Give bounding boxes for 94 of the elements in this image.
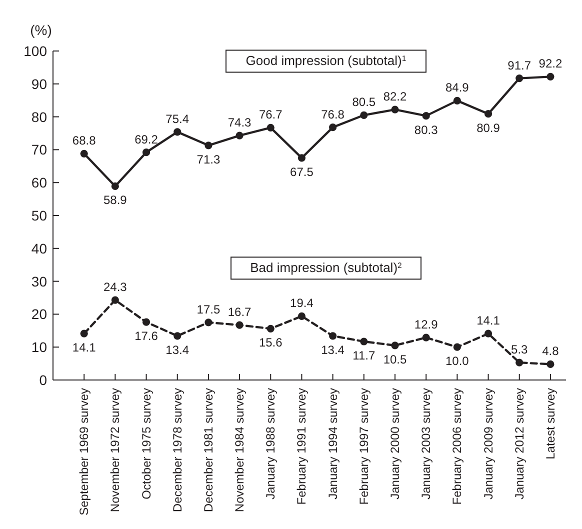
y-tick-label: 30 xyxy=(31,273,48,290)
point xyxy=(80,330,88,338)
data-label: 14.1 xyxy=(476,314,500,328)
data-label: 80.3 xyxy=(414,122,438,137)
point xyxy=(266,324,274,332)
point xyxy=(546,360,554,368)
point xyxy=(142,148,150,156)
point xyxy=(80,150,88,158)
y-tick-label: 70 xyxy=(31,142,48,158)
point xyxy=(422,334,430,342)
data-label: 71.3 xyxy=(196,152,220,166)
text: Good impression (subtotal)$^{1}$ xyxy=(246,53,406,68)
data-label: 13.4 xyxy=(321,342,345,357)
x-tick-label: February 1991 survey xyxy=(294,388,309,505)
point xyxy=(453,343,461,351)
point xyxy=(391,342,399,350)
x-tick-label: January 2012 survey xyxy=(512,388,526,500)
data-label: 10.5 xyxy=(383,352,407,366)
x-tick-label: December 1981 survey xyxy=(201,388,216,512)
data-label: 92.2 xyxy=(538,56,562,71)
point xyxy=(329,124,337,132)
data-label: 16.7 xyxy=(228,305,252,320)
data-label: 68.8 xyxy=(72,134,96,148)
data-label: 10.0 xyxy=(446,354,470,368)
data-label: 12.9 xyxy=(414,318,438,332)
point xyxy=(174,128,182,136)
y-tick-label: 10 xyxy=(31,339,48,356)
point xyxy=(546,72,554,80)
point xyxy=(453,96,461,104)
data-label: 14.1 xyxy=(72,340,96,355)
y-tick-label: 40 xyxy=(31,240,48,256)
x-tick-label: February 1997 survey xyxy=(356,388,371,505)
x-tick-label: January 2009 survey xyxy=(481,388,496,500)
point xyxy=(266,124,274,132)
x-tick-label: Latest survey xyxy=(543,388,558,460)
x-tick-label: December 1978 survey xyxy=(170,388,184,512)
point xyxy=(174,332,182,340)
data-label: 17.5 xyxy=(196,302,220,316)
x-tick-label: January 2000 survey xyxy=(388,388,402,500)
point xyxy=(142,318,150,326)
data-label: 80.9 xyxy=(476,120,500,135)
x-tick-label: November 1972 survey xyxy=(108,388,122,512)
y-tick-label: 60 xyxy=(31,174,48,191)
data-label: 5.3 xyxy=(511,342,528,357)
point xyxy=(484,330,492,338)
point xyxy=(391,106,399,114)
point xyxy=(422,112,430,120)
y-tick-label: 0 xyxy=(39,372,48,388)
data-label: 82.2 xyxy=(383,90,407,104)
data-label: 76.7 xyxy=(258,108,283,122)
y-tick-label: 80 xyxy=(31,108,48,125)
point xyxy=(484,110,492,118)
x-tick-label: January 2003 survey xyxy=(419,388,434,500)
point xyxy=(298,312,306,320)
data-label: 24.3 xyxy=(104,280,128,294)
data-label: 74.3 xyxy=(228,116,252,130)
data-label: 4.8 xyxy=(542,344,560,358)
data-label: 75.4 xyxy=(166,112,190,126)
point xyxy=(204,142,212,150)
data-label: 13.4 xyxy=(166,342,190,357)
data-label: 15.6 xyxy=(258,336,283,350)
data-label: 80.5 xyxy=(352,95,376,110)
x-tick-label: September 1969 survey xyxy=(77,388,92,516)
x-tick-label: January 1988 survey xyxy=(264,388,278,500)
y-tick-label: 90 xyxy=(31,76,48,92)
y-axis-title: (%) xyxy=(30,22,52,38)
data-label: 11.7 xyxy=(352,348,376,363)
point xyxy=(516,358,524,366)
x-tick-label: February 2006 survey xyxy=(450,388,464,505)
text: Bad impression (subtotal)$^{2}$ xyxy=(250,260,402,276)
x-tick-label: October 1975 survey xyxy=(139,388,154,500)
data-label: 84.9 xyxy=(446,80,470,95)
y-tick-label: 20 xyxy=(31,306,48,322)
point xyxy=(111,182,119,190)
data-label: 67.5 xyxy=(290,164,314,179)
data-label: 69.2 xyxy=(134,132,158,146)
y-tick-label: 100 xyxy=(24,43,48,59)
point xyxy=(236,321,244,329)
x-tick-label: November 1984 survey xyxy=(232,388,247,512)
point xyxy=(204,318,212,326)
data-label: 76.8 xyxy=(321,107,345,122)
point xyxy=(111,296,119,304)
point xyxy=(329,332,337,340)
data-label: 19.4 xyxy=(290,296,314,310)
y-tick-label: 50 xyxy=(31,208,48,224)
x-tick-label: January 1994 survey xyxy=(326,388,340,500)
point xyxy=(360,111,368,119)
point xyxy=(360,338,368,346)
point xyxy=(236,132,244,140)
data-label: 17.6 xyxy=(134,329,158,344)
point xyxy=(298,154,306,162)
point xyxy=(516,74,524,82)
data-label: 91.7 xyxy=(508,58,532,72)
data-label: 58.9 xyxy=(104,193,128,208)
